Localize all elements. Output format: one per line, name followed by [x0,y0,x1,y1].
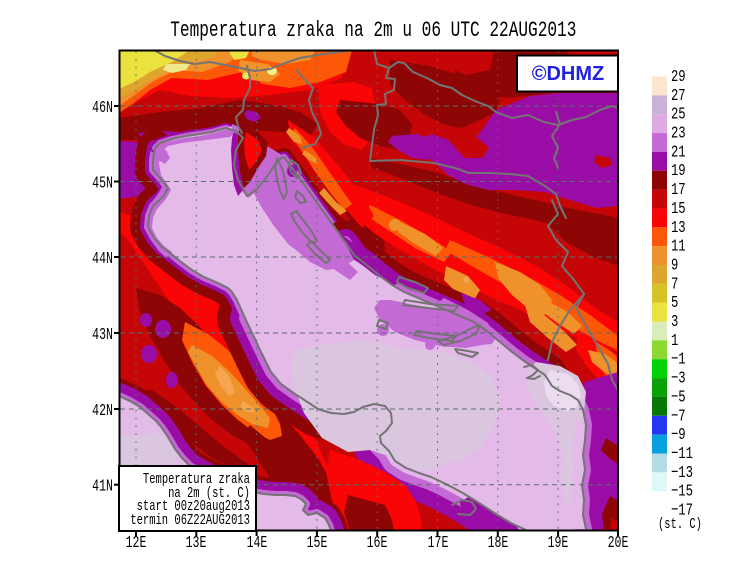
svg-text:19: 19 [671,163,686,181]
svg-text:29: 29 [671,68,686,86]
svg-text:5: 5 [671,295,678,313]
svg-text:12E: 12E [126,534,147,553]
svg-text:43N: 43N [92,326,113,345]
svg-text:27: 27 [671,87,686,105]
svg-text:19E: 19E [548,534,569,553]
svg-text:Temperatura zraka na 2m u 06 U: Temperatura zraka na 2m u 06 UTC 22AUG20… [170,18,576,43]
svg-text:7: 7 [671,276,678,294]
svg-text:−11: −11 [671,445,693,463]
svg-text:41N: 41N [92,478,113,497]
svg-text:−17: −17 [671,502,693,520]
svg-text:11: 11 [671,238,686,256]
svg-text:9: 9 [671,257,678,275]
svg-text:15E: 15E [307,534,328,553]
svg-text:17: 17 [671,181,686,199]
svg-text:23: 23 [671,125,686,143]
svg-text:termin 06Z22AUG2013: termin 06Z22AUG2013 [130,511,250,528]
svg-text:18E: 18E [488,534,509,553]
svg-text:13: 13 [671,219,686,237]
svg-text:−3: −3 [671,370,686,388]
svg-text:15: 15 [671,200,686,218]
svg-text:45N: 45N [92,175,113,194]
svg-text:start 00z20aug2013: start 00z20aug2013 [137,497,250,514]
svg-text:16E: 16E [367,534,388,553]
svg-text:46N: 46N [92,99,113,118]
svg-text:17E: 17E [428,534,449,553]
svg-text:−9: −9 [671,427,686,445]
svg-text:21: 21 [671,144,686,162]
svg-text:−1: −1 [671,351,686,369]
svg-text:Temperatura zraka: Temperatura zraka [143,470,250,487]
svg-text:−15: −15 [671,483,693,501]
svg-text:1: 1 [671,332,678,350]
svg-text:44N: 44N [92,250,113,269]
svg-text:42N: 42N [92,402,113,421]
svg-text:20E: 20E [608,534,629,553]
svg-text:©DHMZ: ©DHMZ [532,63,605,85]
svg-text:3: 3 [671,313,678,331]
svg-text:−5: −5 [671,389,686,407]
svg-text:−7: −7 [671,408,686,426]
svg-text:13E: 13E [186,534,207,553]
svg-text:(st. C): (st. C) [658,515,702,532]
svg-text:25: 25 [671,106,686,124]
svg-text:na 2m (st. C): na 2m (st. C) [168,484,250,501]
svg-text:−13: −13 [671,464,693,482]
svg-text:14E: 14E [247,534,268,553]
